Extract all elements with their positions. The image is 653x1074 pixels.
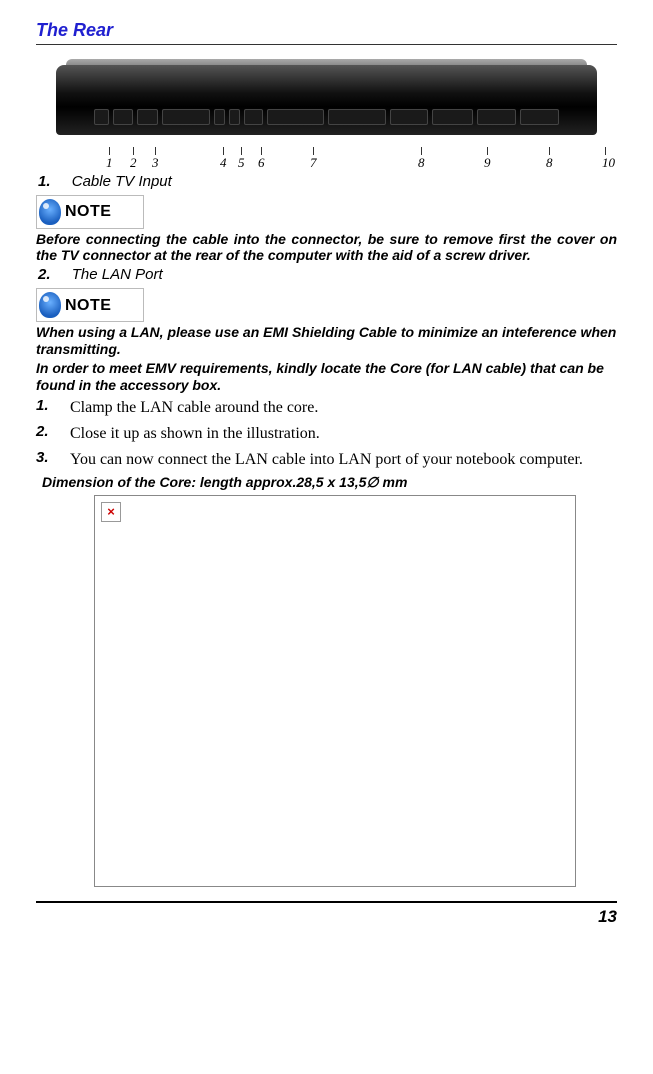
step-number: 3. [36, 449, 70, 471]
diagram-label: 8 [546, 155, 553, 171]
port [113, 109, 133, 125]
item-number: 1. [36, 173, 68, 191]
port [229, 109, 240, 125]
step-number: 1. [36, 397, 70, 419]
port [162, 109, 210, 125]
page-number: 13 [36, 901, 617, 927]
step-text: Close it up as shown in the illustration… [70, 423, 320, 445]
note-text-2b: In order to meet EMV requirements, kindl… [36, 360, 617, 394]
port [94, 109, 109, 125]
note-icon [39, 199, 61, 225]
dimension-text: Dimension of the Core: length approx.28,… [36, 474, 617, 491]
note-label: NOTE [65, 296, 111, 315]
item-label: The LAN Port [72, 266, 163, 283]
instruction-step: 2.Close it up as shown in the illustrati… [36, 423, 617, 445]
step-text: You can now connect the LAN cable into L… [70, 449, 583, 471]
diagram-label: 3 [152, 155, 159, 171]
diagram-label: 9 [484, 155, 491, 171]
section-title: The Rear [36, 20, 617, 45]
diagram-label: 10 [602, 155, 615, 171]
step-text: Clamp the LAN cable around the core. [70, 397, 318, 419]
instruction-step: 3.You can now connect the LAN cable into… [36, 449, 617, 471]
broken-image-icon: × [101, 502, 121, 522]
note-callout-1: NOTE [36, 195, 144, 229]
port [477, 109, 516, 125]
instruction-step: 1.Clamp the LAN cable around the core. [36, 397, 617, 419]
note-label: NOTE [65, 202, 111, 221]
port [137, 109, 157, 125]
port [328, 109, 385, 125]
item-label: Cable TV Input [72, 173, 172, 190]
missing-image-placeholder: × [94, 495, 576, 887]
note-callout-2: NOTE [36, 288, 144, 322]
port [244, 109, 263, 125]
port [267, 109, 324, 125]
port [390, 109, 429, 125]
diagram-label: 5 [238, 155, 245, 171]
diagram-label: 8 [418, 155, 425, 171]
diagram-label: 7 [310, 155, 317, 171]
note-icon [39, 292, 61, 318]
item-number: 2. [36, 266, 68, 284]
note-text-2a: When using a LAN, please use an EMI Shie… [36, 324, 617, 358]
laptop-rear-diagram: 1 23 456 7 8 9 8 10 [36, 51, 617, 171]
step-number: 2. [36, 423, 70, 445]
note-text-1: Before connecting the cable into the con… [36, 231, 617, 265]
diagram-label: 6 [258, 155, 265, 171]
diagram-label: 4 [220, 155, 227, 171]
port [520, 109, 559, 125]
diagram-label: 1 [106, 155, 113, 171]
port [214, 109, 225, 125]
diagram-label: 2 [130, 155, 137, 171]
list-item-2: 2. The LAN Port [36, 266, 617, 284]
port [432, 109, 473, 125]
list-item-1: 1. Cable TV Input [36, 173, 617, 191]
